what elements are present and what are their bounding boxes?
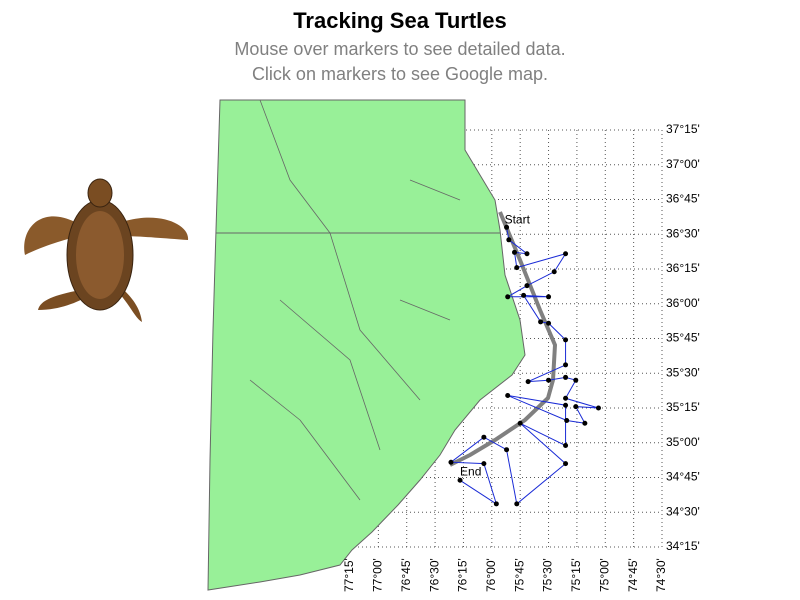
track-marker[interactable] (481, 461, 487, 467)
track-marker[interactable] (521, 292, 527, 298)
track-marker[interactable] (448, 459, 454, 465)
y-tick-label: 35°00' (666, 435, 700, 449)
turtle-image (24, 178, 189, 322)
y-tick-label: 34°30' (666, 504, 700, 518)
x-tick-label: 77°00' (371, 558, 385, 592)
annotation: End (460, 464, 481, 478)
track-marker[interactable] (538, 319, 544, 325)
y-tick-label: 35°45' (666, 331, 700, 345)
track-marker[interactable] (563, 337, 569, 343)
y-tick-label: 36°15' (666, 261, 700, 275)
track-marker[interactable] (512, 249, 518, 255)
track-marker[interactable] (514, 265, 520, 271)
track-marker[interactable] (563, 461, 569, 467)
track-marker[interactable] (563, 443, 569, 449)
y-tick-label: 36°45' (666, 192, 700, 206)
x-tick-label: 76°30' (427, 558, 441, 592)
x-tick-label: 77°15' (342, 558, 356, 592)
track-marker[interactable] (517, 420, 523, 426)
x-tick-label: 74°30' (654, 558, 668, 592)
track-marker[interactable] (481, 434, 487, 440)
x-tick-label: 76°45' (399, 558, 413, 592)
track-marker[interactable] (493, 501, 499, 507)
x-tick-label: 75°30' (541, 558, 555, 592)
x-tick-label: 75°45' (512, 558, 526, 592)
y-tick-label: 37°15' (666, 122, 700, 136)
track-marker[interactable] (573, 404, 579, 410)
track-marker[interactable] (514, 501, 520, 507)
subtitle: Mouse over markers to see detailed data. (234, 39, 565, 59)
track-marker[interactable] (505, 294, 511, 300)
track-marker[interactable] (563, 395, 569, 401)
x-tick-label: 76°00' (484, 558, 498, 592)
track-marker[interactable] (595, 405, 601, 411)
track-marker[interactable] (563, 251, 569, 257)
track-marker[interactable] (505, 392, 511, 398)
x-tick-label: 75°15' (569, 558, 583, 592)
track-marker[interactable] (524, 283, 530, 289)
y-tick-label: 36°00' (666, 296, 700, 310)
y-tick-label: 34°15' (666, 539, 700, 553)
y-tick-label: 34°45' (666, 470, 700, 484)
land (207, 99, 558, 591)
track-marker[interactable] (524, 251, 530, 257)
track-marker[interactable] (546, 320, 552, 326)
track-marker[interactable] (563, 362, 569, 368)
track-marker[interactable] (504, 447, 510, 453)
track-marker[interactable] (457, 477, 463, 483)
y-tick-label: 35°15' (666, 400, 700, 414)
track-marker[interactable] (564, 418, 570, 424)
track-marker[interactable] (504, 224, 510, 230)
track-marker[interactable] (506, 237, 512, 243)
x-tick-label: 75°00' (597, 558, 611, 592)
track-marker[interactable] (582, 420, 588, 426)
y-tick-label: 37°00' (666, 157, 700, 171)
track-marker[interactable] (546, 294, 552, 300)
x-tick-label: 76°15' (456, 558, 470, 592)
track-marker[interactable] (573, 377, 579, 383)
x-tick-label: 74°45' (626, 558, 640, 592)
annotation: Start (505, 212, 531, 226)
track-line (449, 227, 599, 506)
track-marker[interactable] (551, 269, 557, 275)
track-marker[interactable] (546, 377, 552, 383)
y-tick-label: 35°30' (666, 365, 700, 379)
track-marker[interactable] (563, 374, 569, 380)
title: Tracking Sea Turtles (293, 8, 507, 33)
track-marker[interactable] (525, 379, 531, 385)
track: Start End (448, 212, 601, 507)
y-tick-label: 36°30' (666, 226, 700, 240)
subtitle: Click on markers to see Google map. (252, 64, 548, 84)
track-marker[interactable] (563, 402, 569, 408)
